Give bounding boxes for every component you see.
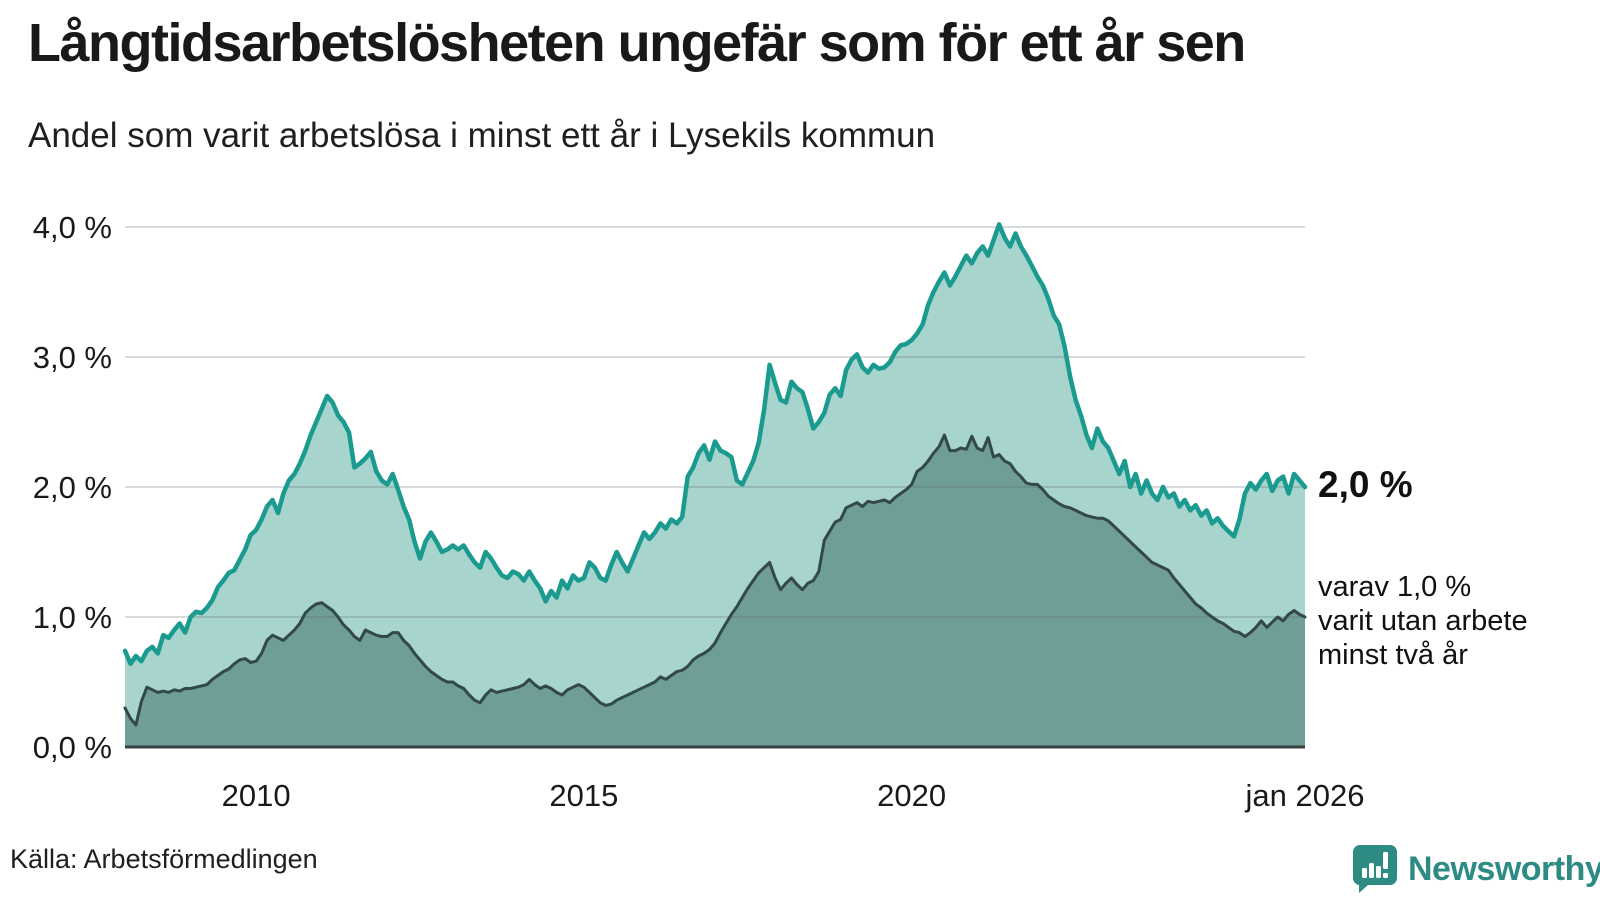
source-note: Källa: Arbetsförmedlingen xyxy=(10,844,318,874)
latest-value-label: 2,0 % xyxy=(1318,464,1413,505)
y-tick-label: 1,0 % xyxy=(33,600,112,635)
area-at-least-two-years xyxy=(125,435,1305,747)
gridlines xyxy=(125,226,1305,618)
y-tick-label: 4,0 % xyxy=(33,210,112,245)
page-title: Långtidsarbetslösheten ungefär som för e… xyxy=(28,13,1246,73)
brand-name: Newsworthy xyxy=(1408,849,1600,888)
secondary-series-annotation: varav 1,0 % varit utan arbete minst två … xyxy=(1318,570,1528,672)
x-tick-label: 2020 xyxy=(877,778,946,813)
x-tick-label: 2015 xyxy=(549,778,618,813)
x-axis-tick-labels: 2010 2015 2020 jan 2026 xyxy=(222,778,1365,813)
y-tick-label: 2,0 % xyxy=(33,470,112,505)
newsworthy-branding: Newsworthy xyxy=(1352,844,1600,894)
annotation-line: varit utan arbete xyxy=(1318,605,1528,637)
line-at-least-one-year xyxy=(122,222,1308,667)
y-axis-tick-labels: 0,0 % 1,0 % 2,0 % 3,0 % 4,0 % xyxy=(33,210,112,765)
annotation-line: minst två år xyxy=(1318,639,1468,671)
x-tick-label: jan 2026 xyxy=(1245,778,1365,813)
line-at-least-two-years xyxy=(123,433,1307,727)
y-tick-label: 0,0 % xyxy=(33,730,112,765)
x-tick-label: 2010 xyxy=(222,778,291,813)
chart-subtitle: Andel som varit arbetslösa i minst ett å… xyxy=(28,116,936,155)
annotation-line: varav 1,0 % xyxy=(1318,571,1472,603)
y-tick-label: 3,0 % xyxy=(33,340,112,375)
speech-bubble-bar-chart-icon xyxy=(1352,845,1397,893)
